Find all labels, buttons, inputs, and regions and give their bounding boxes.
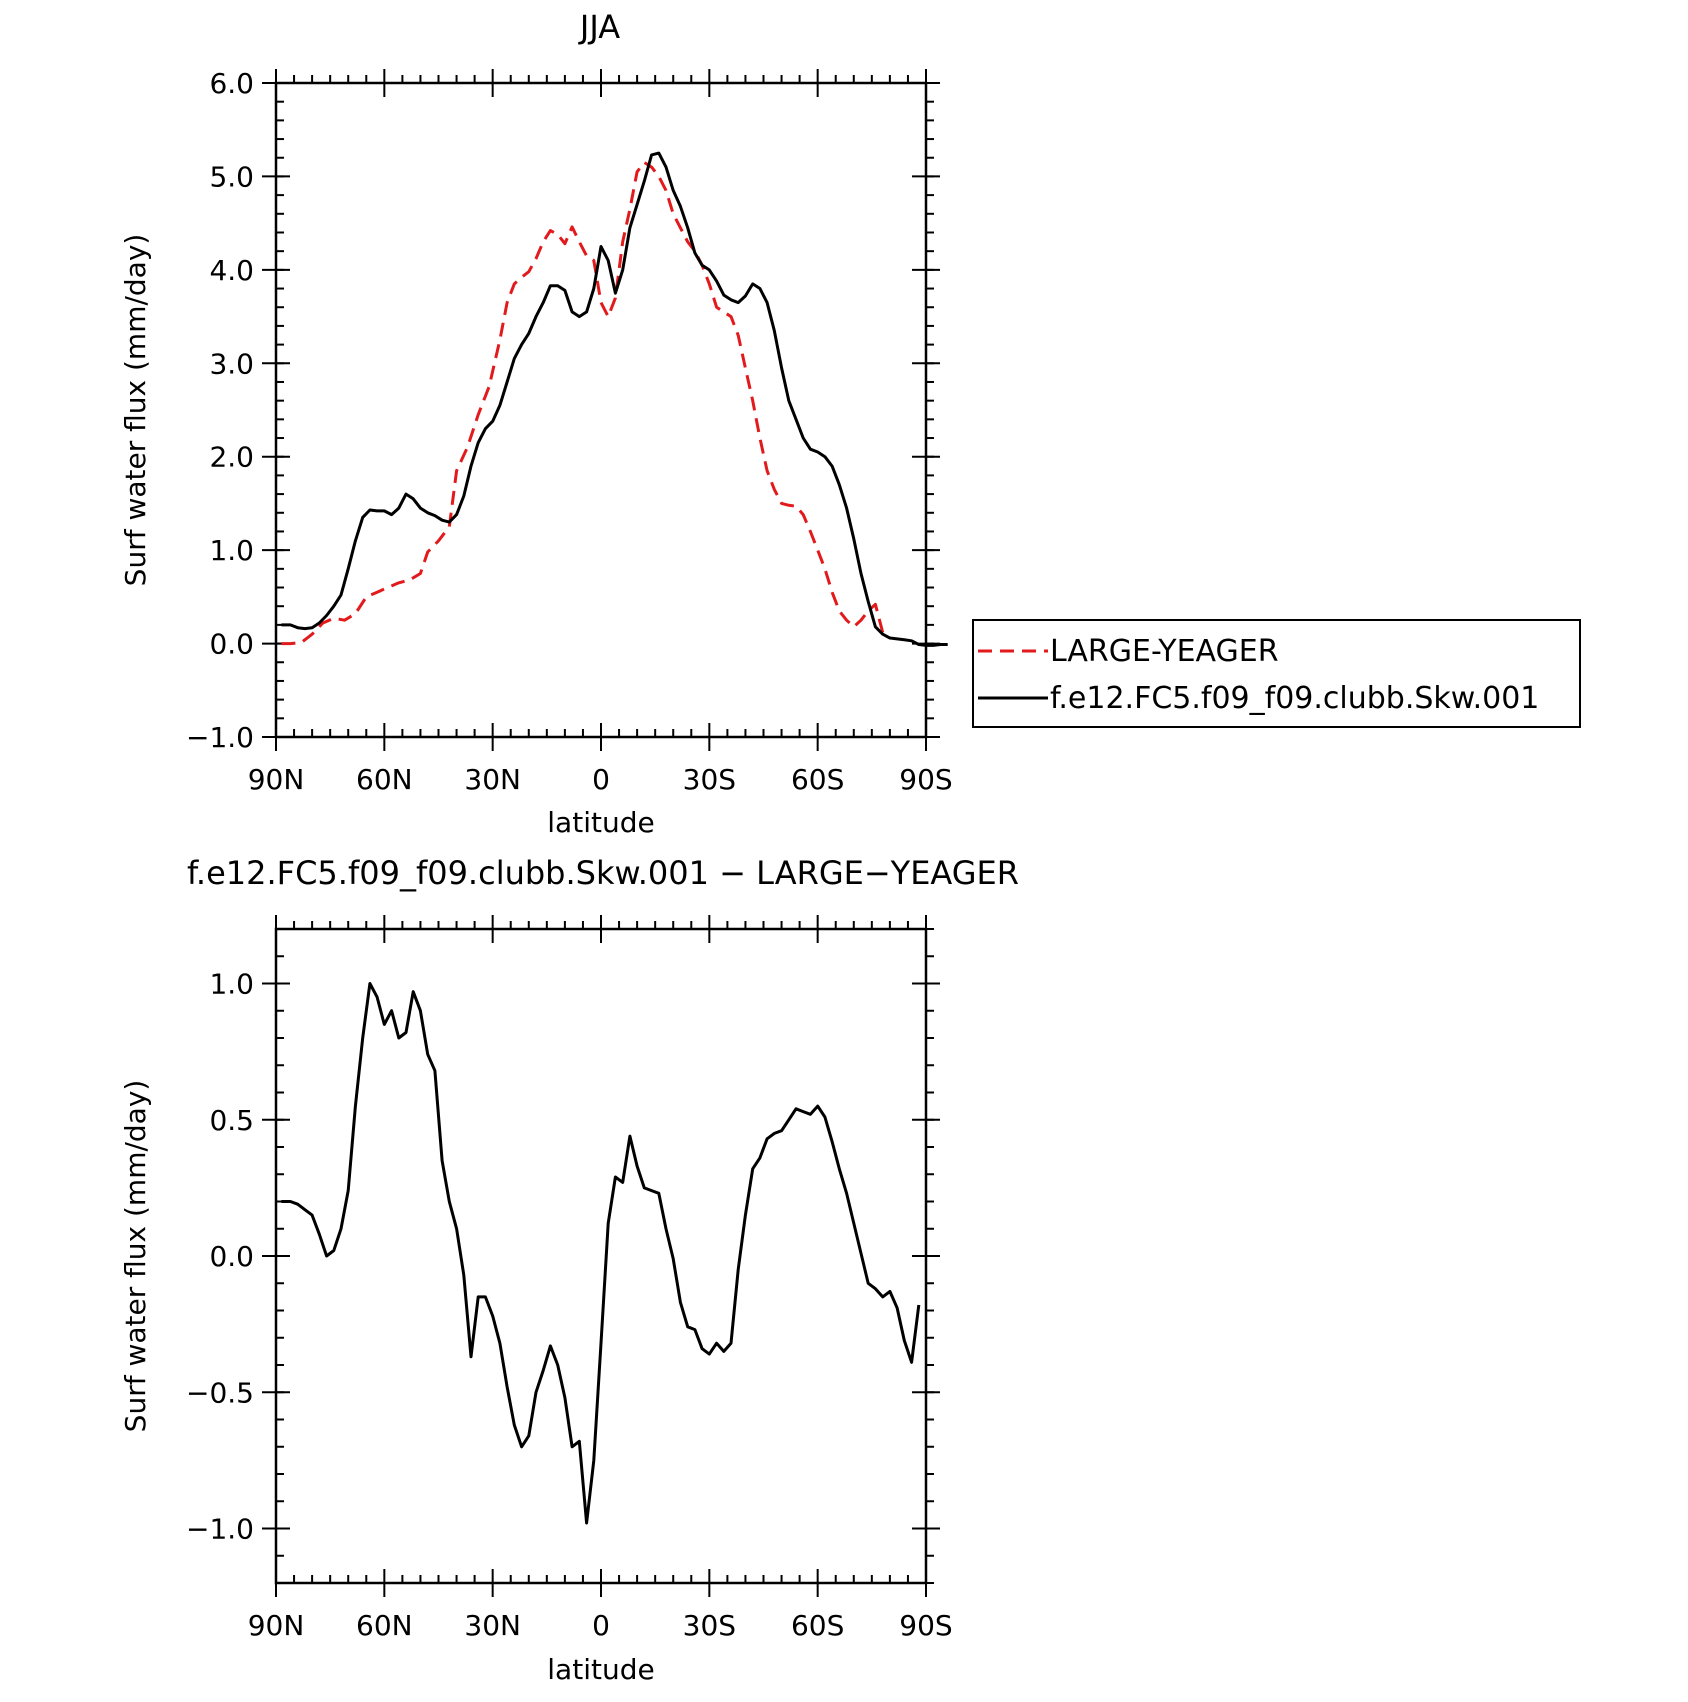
top-y-tick-label: 3.0 [209,347,254,380]
bottom-x-tick-label: 30N [464,1609,521,1642]
top-chart-frame [274,81,928,739]
top-y-tick-label: −1.0 [186,721,254,754]
bottom-chart-title: f.e12.FC5.f09_f09.clubb.Skw.001 − LARGE−… [187,854,1019,892]
top-x-tick-label: 90N [248,763,305,796]
top-chart-y-tick-labels: −1.0 0.0 1.0 2.0 3.0 4.0 5.0 6.0 [186,67,254,754]
bottom-x-tick-label: 90N [248,1609,305,1642]
top-x-tick-label: 60N [356,763,413,796]
bottom-chart-y-tick-labels: −1.0 −0.5 0.0 0.5 1.0 [186,968,254,1546]
top-chart-x-tick-labels: 90N 60N 30N 0 30S 60S 90S [248,763,953,796]
top-chart-jja: JJA −1.0 0.0 1.0 2.0 3.0 4.0 5.0 6.0 90N 60N 30N 0… [119,8,1581,839]
bottom-chart-x-tick-labels: 90N 60N 30N 0 30S 60S 90S [248,1609,953,1642]
top-chart-ticks [262,69,940,751]
legend-label-clubb: f.e12.FC5.f09_f09.clubb.Skw.001 [1050,681,1539,716]
top-y-tick-label: 1.0 [209,534,254,567]
bottom-x-tick-label: 0 [592,1609,610,1642]
top-chart-title: JJA [578,8,620,46]
bottom-y-tick-label: −1.0 [186,1513,254,1546]
bottom-chart-ticks [262,915,940,1597]
bottom-x-tick-label: 60S [791,1609,844,1642]
bottom-chart-frame [274,927,928,1585]
top-x-tick-label: 0 [592,763,610,796]
bottom-chart-y-axis-title: Surf water flux (mm/day) [119,1080,152,1433]
top-series-line-f-e12-fc5-f09-f09-clubb-skw-001 [281,151,948,647]
top-y-tick-label: 4.0 [209,254,254,287]
bottom-chart-difference: f.e12.FC5.f09_f09.clubb.Skw.001 − LARGE−… [119,854,1019,1686]
top-chart-series [281,151,948,647]
top-y-tick-label: 6.0 [209,67,254,100]
top-y-tick-label: 0.0 [209,628,254,661]
top-y-tick-label: 2.0 [209,441,254,474]
legend-label-large-yeager: LARGE-YEAGER [1050,634,1279,669]
top-x-tick-label: 30N [464,763,521,796]
bottom-x-tick-label: 90S [899,1609,952,1642]
bottom-y-tick-label: 1.0 [209,968,254,1001]
top-y-tick-label: 5.0 [209,160,254,193]
top-chart-x-axis-title: latitude [547,806,654,839]
bottom-x-tick-label: 30S [683,1609,736,1642]
top-x-tick-label: 90S [899,763,952,796]
legend-box [972,619,1581,728]
bottom-y-tick-label: 0.5 [209,1104,254,1137]
bottom-y-tick-label: −0.5 [186,1376,254,1409]
bottom-x-tick-label: 60N [356,1609,413,1642]
bottom-chart-x-axis-title: latitude [547,1653,654,1686]
top-chart-y-axis-title: Surf water flux (mm/day) [119,234,152,587]
legend: LARGE-YEAGER f.e12.FC5.f09_f09.clubb.Skw… [972,619,1581,728]
bottom-y-tick-label: 0.0 [209,1240,254,1273]
bottom-series-line-difference [281,982,921,1525]
top-series-line-large-yeager [281,160,885,646]
bottom-chart-series [281,982,921,1525]
top-x-tick-label: 30S [683,763,736,796]
top-x-tick-label: 60S [791,763,844,796]
